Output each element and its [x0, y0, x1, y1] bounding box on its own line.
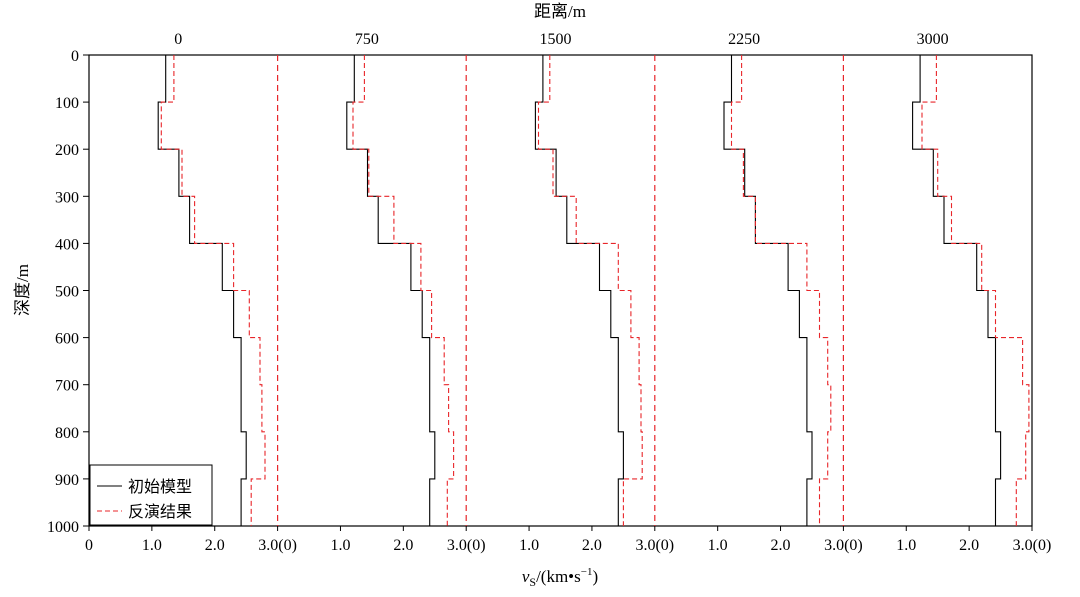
x-tick-label: 3.0(0)	[1013, 537, 1052, 554]
legend-box	[89, 464, 213, 526]
y-tick-label: 600	[55, 331, 79, 348]
x-axis-title-exponent: −1	[581, 566, 593, 578]
legend: 初始模型 反演结果	[89, 464, 213, 526]
y-tick-label: 400	[55, 236, 79, 253]
legend-label-initial: 初始模型	[128, 478, 192, 496]
inversion-result-profile-1500	[537, 55, 643, 526]
x-tick-label: 1.0	[330, 537, 350, 554]
initial-model-profile-3000	[912, 55, 1002, 526]
top-axis-title: 距离/m	[534, 2, 586, 21]
inversion-result-profile-750	[352, 55, 455, 526]
x-tick-label: 0	[85, 537, 93, 554]
distance-labels: 0 750 1500 2250 3000	[174, 31, 948, 48]
initial-model-profile-1500	[534, 55, 624, 526]
distance-label: 1500	[539, 31, 571, 48]
x-tick-label: 1.0	[708, 537, 728, 554]
distance-label: 3000	[917, 31, 949, 48]
y-tick-label: 500	[55, 284, 79, 301]
inversion-result-profile-2250	[730, 55, 832, 526]
y-tick-label: 1000	[47, 519, 79, 536]
x-axis-title-close: )	[592, 567, 598, 586]
initial-model-profile-2250	[723, 55, 813, 526]
y-axis-ticks: 0 100 200 300 400 500 600 700 800 900 1000	[47, 48, 89, 536]
x-axis-title-symbol: v	[522, 567, 530, 586]
x-tick-label: 2.0	[393, 537, 413, 554]
x-tick-label: 1.0	[519, 537, 539, 554]
x-axis-title-unit: /(km•s	[536, 567, 581, 586]
x-tick-label: 1.0	[896, 537, 916, 554]
y-axis-title: 深度/m	[13, 264, 32, 316]
y-tick-label: 900	[55, 472, 79, 489]
legend-label-inverted: 反演结果	[128, 503, 192, 521]
y-tick-label: 100	[55, 95, 79, 112]
profile-panels	[157, 55, 1030, 526]
initial-model-profile-750	[346, 55, 436, 526]
x-tick-label: 3.0(0)	[635, 537, 674, 554]
x-axis-ticks: 0 1.0 2.0 3.0(0) 1.0 2.0 3.0(0) 1.0 2.0 3.0(0) 1.0…	[85, 526, 1051, 554]
y-tick-label: 700	[55, 378, 79, 395]
x-axis-title-subscript: S	[529, 575, 536, 589]
x-tick-label: 2.0	[205, 537, 225, 554]
inversion-result-profile-0	[160, 55, 266, 526]
x-axis-title: vS/(km•s−1)	[522, 566, 598, 589]
x-tick-label: 3.0(0)	[824, 537, 863, 554]
x-tick-label: 2.0	[582, 537, 602, 554]
y-tick-label: 300	[55, 189, 79, 206]
initial-model-profile-0	[157, 55, 247, 526]
y-tick-label: 800	[55, 425, 79, 442]
x-tick-label: 3.0(0)	[447, 537, 486, 554]
inversion-result-profile-3000	[921, 55, 1030, 526]
distance-label: 2250	[728, 31, 760, 48]
x-tick-label: 2.0	[959, 537, 979, 554]
x-tick-label: 1.0	[142, 537, 162, 554]
x-tick-label: 2.0	[771, 537, 791, 554]
distance-label: 0	[174, 31, 182, 48]
distance-label: 750	[355, 31, 379, 48]
y-tick-label: 0	[71, 48, 79, 65]
y-tick-label: 200	[55, 142, 79, 159]
x-tick-label: 3.0(0)	[258, 537, 297, 554]
